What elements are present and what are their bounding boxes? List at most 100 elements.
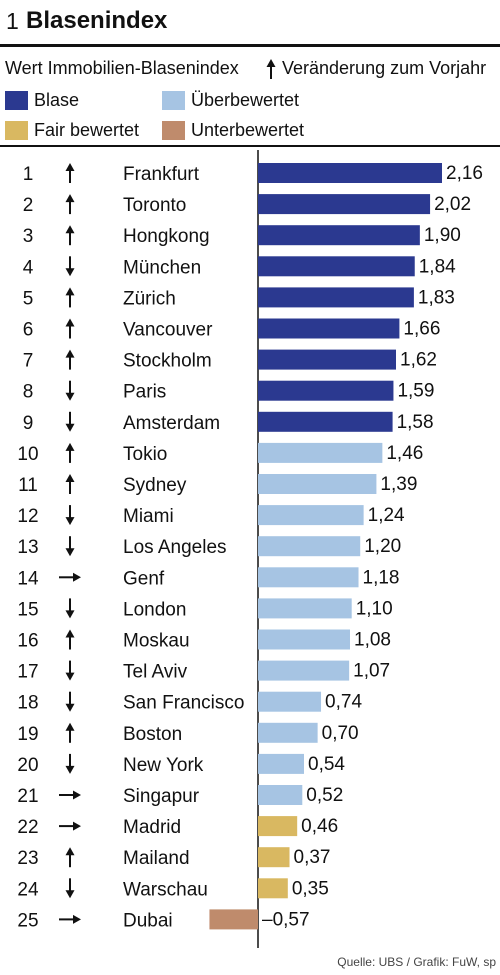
value-label: 1,66 xyxy=(403,319,440,340)
rank-label: 8 xyxy=(23,382,34,403)
rank-label: 11 xyxy=(18,475,38,496)
value-label: 2,02 xyxy=(434,194,471,215)
city-label: München xyxy=(123,257,201,278)
rank-label: 21 xyxy=(17,786,38,807)
city-label: Paris xyxy=(123,382,166,403)
legend-swatch xyxy=(5,120,28,140)
rank-label: 18 xyxy=(17,693,38,714)
city-label: New York xyxy=(123,755,204,776)
value-label: 1,24 xyxy=(368,505,405,526)
bar xyxy=(258,411,393,432)
right-arrow-head xyxy=(73,914,81,924)
legend-label: Überbewertet xyxy=(191,89,300,110)
city-label: London xyxy=(123,599,186,620)
bar xyxy=(258,225,420,246)
city-label: Frankfurt xyxy=(123,164,200,185)
bar xyxy=(258,380,394,401)
bar xyxy=(258,847,290,868)
down-arrow-head xyxy=(65,392,75,401)
up-arrow-head xyxy=(65,225,75,234)
legend-blase: Blase xyxy=(5,88,79,112)
city-label: Warschau xyxy=(123,879,208,900)
down-arrow-head xyxy=(65,890,75,899)
up-arrow-head xyxy=(65,722,75,731)
value-label: 0,54 xyxy=(308,754,345,775)
rank-label: 22 xyxy=(17,817,38,838)
up-arrow-head xyxy=(65,474,75,482)
subtitle-value-label: Wert Immobilien-Blasenindex xyxy=(5,58,239,78)
city-label: Mailand xyxy=(123,848,190,869)
bar xyxy=(258,505,364,526)
legend-fair-bewertet: Fair bewertet xyxy=(5,118,139,142)
legend-label: Blase xyxy=(34,89,80,110)
value-label: 2,16 xyxy=(446,163,483,184)
down-arrow-head xyxy=(65,517,75,526)
value-label: 0,52 xyxy=(306,785,343,806)
legend-swatch xyxy=(5,90,28,110)
chart-number: 1 xyxy=(6,8,19,34)
value-label: 0,35 xyxy=(292,878,329,899)
rank-label: 4 xyxy=(23,257,34,278)
rank-label: 10 xyxy=(17,444,38,465)
bar xyxy=(258,256,415,277)
rank-label: 20 xyxy=(17,755,38,776)
right-arrow-head xyxy=(73,790,81,800)
city-label: Singapur xyxy=(123,786,200,807)
rank-label: 7 xyxy=(23,351,34,372)
city-label: Madrid xyxy=(123,817,181,838)
rank-label: 9 xyxy=(23,413,34,434)
legend-label: Fair bewertet xyxy=(34,119,140,140)
city-label: Boston xyxy=(123,724,182,745)
city-label: Stockholm xyxy=(123,351,212,372)
bar xyxy=(258,442,383,463)
rank-label: 6 xyxy=(23,320,34,341)
value-label: 1,83 xyxy=(418,287,455,308)
value-label: –0,57 xyxy=(262,909,310,930)
rank-label: 16 xyxy=(17,631,38,652)
city-label: Sydney xyxy=(123,475,187,496)
city-label: Los Angeles xyxy=(123,537,227,558)
rank-label: 13 xyxy=(17,537,38,558)
bar xyxy=(258,629,350,650)
legend-ueberbewertet: Überbewertet xyxy=(162,88,299,112)
value-label: 1,59 xyxy=(397,381,434,402)
chart-title: Blasenindex xyxy=(26,7,168,34)
down-arrow-head xyxy=(65,423,75,432)
up-arrow-icon xyxy=(266,59,276,79)
value-label: 0,37 xyxy=(294,847,331,868)
up-arrow-head xyxy=(65,629,75,638)
bar xyxy=(258,567,359,588)
down-arrow-head xyxy=(65,268,75,277)
up-arrow-head xyxy=(65,287,75,296)
bar xyxy=(258,722,318,743)
bar xyxy=(258,287,414,308)
bar xyxy=(258,194,431,215)
value-label: 1,10 xyxy=(356,598,393,619)
value-label: 0,70 xyxy=(322,723,359,744)
bar xyxy=(258,691,322,712)
bar xyxy=(258,598,352,619)
city-label: Vancouver xyxy=(123,320,213,341)
rank-label: 3 xyxy=(23,226,34,247)
up-arrow-head xyxy=(65,847,75,856)
value-label: 1,08 xyxy=(354,630,391,651)
right-arrow-head xyxy=(73,821,81,831)
rank-label: 2 xyxy=(23,195,34,216)
city-label: Amsterdam xyxy=(123,413,220,434)
rank-label: 19 xyxy=(17,724,38,745)
city-label: Tel Aviv xyxy=(123,662,188,683)
up-arrow-head xyxy=(65,442,75,451)
right-arrow-head xyxy=(73,572,81,582)
value-label: 0,74 xyxy=(325,692,362,713)
legend-rule xyxy=(0,145,500,147)
bar xyxy=(258,163,442,183)
legend-unterbewertet: Unterbewertet xyxy=(162,118,304,142)
bar xyxy=(258,349,396,370)
value-label: 0,46 xyxy=(301,816,338,837)
bar xyxy=(209,909,258,930)
rank-label: 1 xyxy=(23,164,34,185)
value-label: 1,84 xyxy=(419,256,456,277)
subtitle-trend-label: Veränderung zum Vorjahr xyxy=(282,58,487,78)
legend-swatch xyxy=(162,120,185,140)
value-label: 1,39 xyxy=(380,474,417,495)
